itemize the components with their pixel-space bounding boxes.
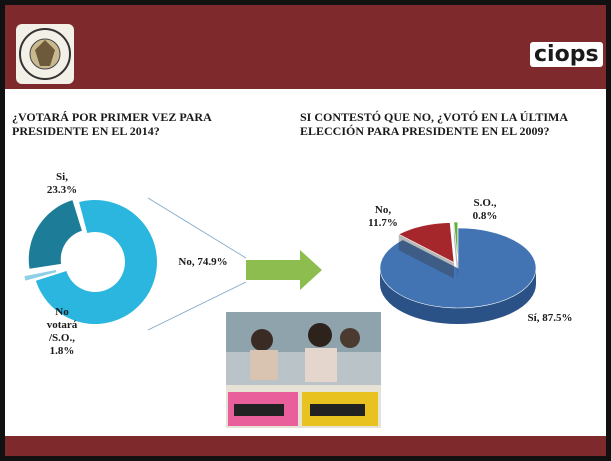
data-label: No, 11.7%: [368, 204, 398, 229]
data-label: Si, 23.3%: [46, 171, 78, 196]
footer-band: [5, 436, 606, 456]
connector: [147, 197, 247, 259]
pie-slice: [453, 221, 459, 263]
pie-side: [398, 234, 454, 279]
connector: [147, 281, 247, 331]
donut-segment: [24, 270, 57, 281]
brand: ciops: [530, 42, 603, 67]
donut-segment: [35, 200, 157, 324]
data-label: No votará /S.O., 1.8%: [46, 306, 78, 357]
arrow: [246, 250, 322, 290]
header-band: [5, 5, 606, 89]
chart-title: ¿VOTARÁ POR PRIMER VEZ PARA PRESIDENTE E…: [12, 110, 212, 138]
pie-side: [380, 268, 536, 324]
chart-title: SI CONTESTÓ QUE NO, ¿VOTÓ EN LA ÚLTIMA E…: [300, 110, 568, 138]
logo: [16, 24, 74, 84]
donut-segment: [28, 200, 82, 269]
pie-slice: [398, 222, 455, 264]
pie-side: [453, 222, 458, 279]
data-label: No, 74.9%: [178, 256, 228, 268]
photo: [226, 312, 381, 428]
pie-slice: [379, 227, 537, 309]
data-label: S.O., 0.8%: [472, 197, 498, 222]
data-label: Sí, 87.5%: [527, 312, 573, 324]
